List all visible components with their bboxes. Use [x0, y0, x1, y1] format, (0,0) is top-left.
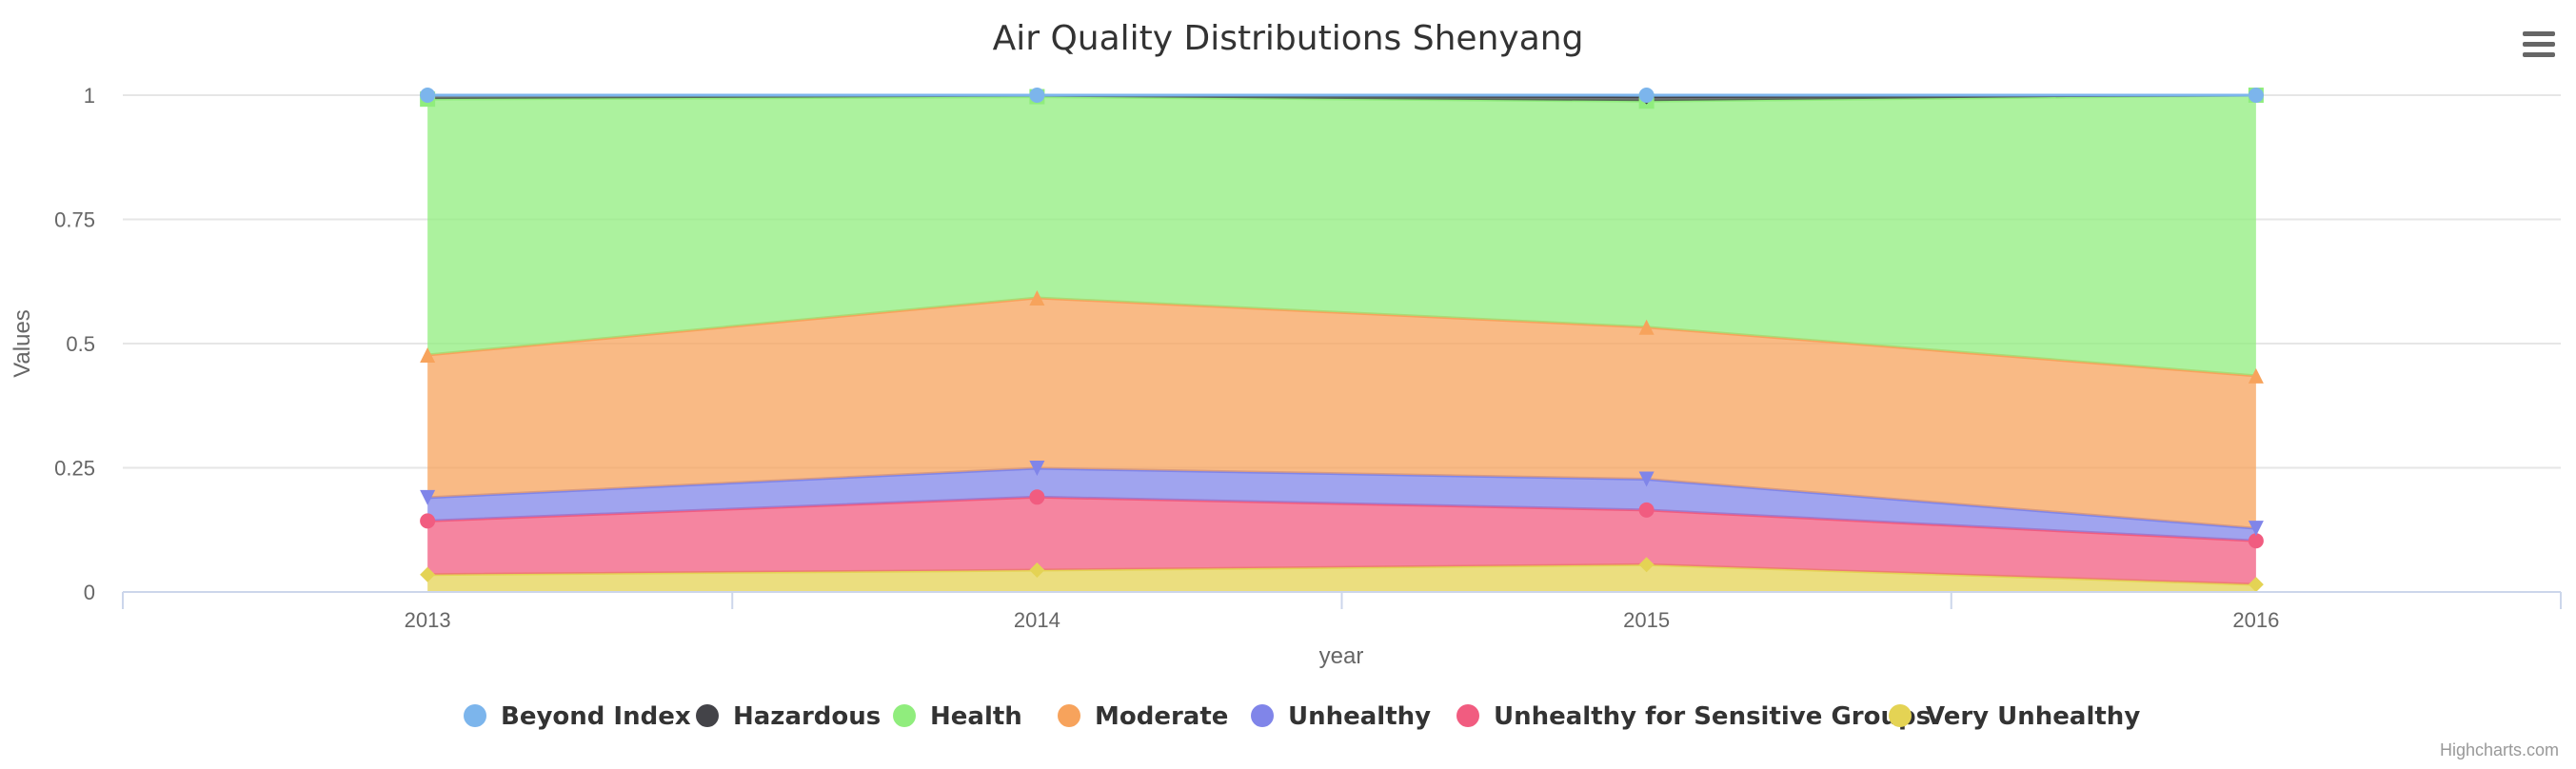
credits-link[interactable]: Highcharts.com	[2440, 740, 2559, 759]
legend-item[interactable]: Beyond Index	[464, 702, 691, 731]
data-point	[1029, 88, 1045, 103]
legend: Beyond Index Hazardous Health Moderate Unhea…	[464, 702, 2140, 731]
legend-label: Beyond Index	[501, 702, 691, 731]
y-tick-label: 0.75	[54, 208, 95, 232]
data-point	[1029, 461, 1045, 477]
markers	[420, 88, 2264, 593]
legend-symbol	[464, 704, 486, 727]
x-tick-label: 2015	[1623, 608, 1670, 632]
legend-symbol	[1251, 704, 1274, 727]
legend-symbol	[1889, 704, 1912, 727]
y-tick-label: 1	[84, 84, 95, 108]
chart-title: Air Quality Distributions Shenyang	[993, 19, 1584, 58]
data-point	[1029, 489, 1045, 505]
legend-label: Health	[930, 702, 1022, 731]
legend-item[interactable]: Health	[893, 702, 1022, 731]
y-axis-title: Values	[10, 309, 35, 378]
hamburger-menu-icon[interactable]	[2523, 31, 2555, 57]
legend-label: Very Unhealthy	[1926, 702, 2140, 731]
data-point	[2248, 521, 2264, 537]
x-axis-labels: 2013 2014 2015 2016	[405, 608, 2280, 632]
data-point	[2248, 367, 2264, 384]
legend-symbol	[696, 704, 719, 727]
data-point	[1638, 471, 1655, 487]
y-axis-labels: 0 0.25 0.5 0.75 1	[54, 84, 95, 604]
area-3	[427, 297, 2256, 529]
data-point	[420, 513, 436, 529]
legend-label: Unhealthy	[1288, 702, 1431, 731]
data-point	[2248, 533, 2264, 549]
legend-symbol	[893, 704, 916, 727]
y-tick-label: 0.5	[66, 332, 95, 356]
x-tick-label: 2014	[1014, 608, 1060, 632]
data-point	[1638, 319, 1655, 335]
areas	[426, 93, 2256, 592]
data-point	[1638, 502, 1655, 518]
data-point	[420, 347, 436, 364]
legend-item[interactable]: Unhealthy for Sensitive Groups	[1456, 702, 1931, 731]
data-point	[1638, 557, 1655, 573]
data-point	[420, 566, 436, 582]
x-tick-label: 2016	[2232, 608, 2279, 632]
y-tick-label: 0	[84, 581, 95, 604]
data-point	[420, 489, 436, 505]
legend-label: Hazardous	[733, 702, 881, 731]
data-point	[1029, 289, 1045, 306]
legend-item[interactable]: Hazardous	[696, 702, 881, 731]
legend-item[interactable]: Unhealthy	[1251, 702, 1431, 731]
legend-item[interactable]: Very Unhealthy	[1889, 702, 2140, 731]
legend-label: Unhealthy for Sensitive Groups	[1494, 702, 1931, 731]
data-point	[420, 88, 436, 103]
x-axis-title: year	[1319, 643, 1364, 669]
legend-label: Moderate	[1095, 702, 1228, 731]
x-tick-label: 2013	[405, 608, 451, 632]
x-axis	[122, 591, 2562, 609]
area-2	[427, 95, 2256, 376]
data-point	[1029, 562, 1045, 579]
legend-symbol	[1456, 704, 1479, 727]
data-point	[1638, 88, 1655, 103]
menu-button[interactable]	[2513, 24, 2561, 66]
legend-item[interactable]: Moderate	[1058, 702, 1228, 731]
legend-symbol	[1058, 704, 1080, 727]
data-point	[2248, 88, 2264, 103]
area-4	[427, 468, 2256, 542]
y-tick-label: 0.25	[54, 457, 95, 481]
data-point	[2248, 577, 2264, 593]
